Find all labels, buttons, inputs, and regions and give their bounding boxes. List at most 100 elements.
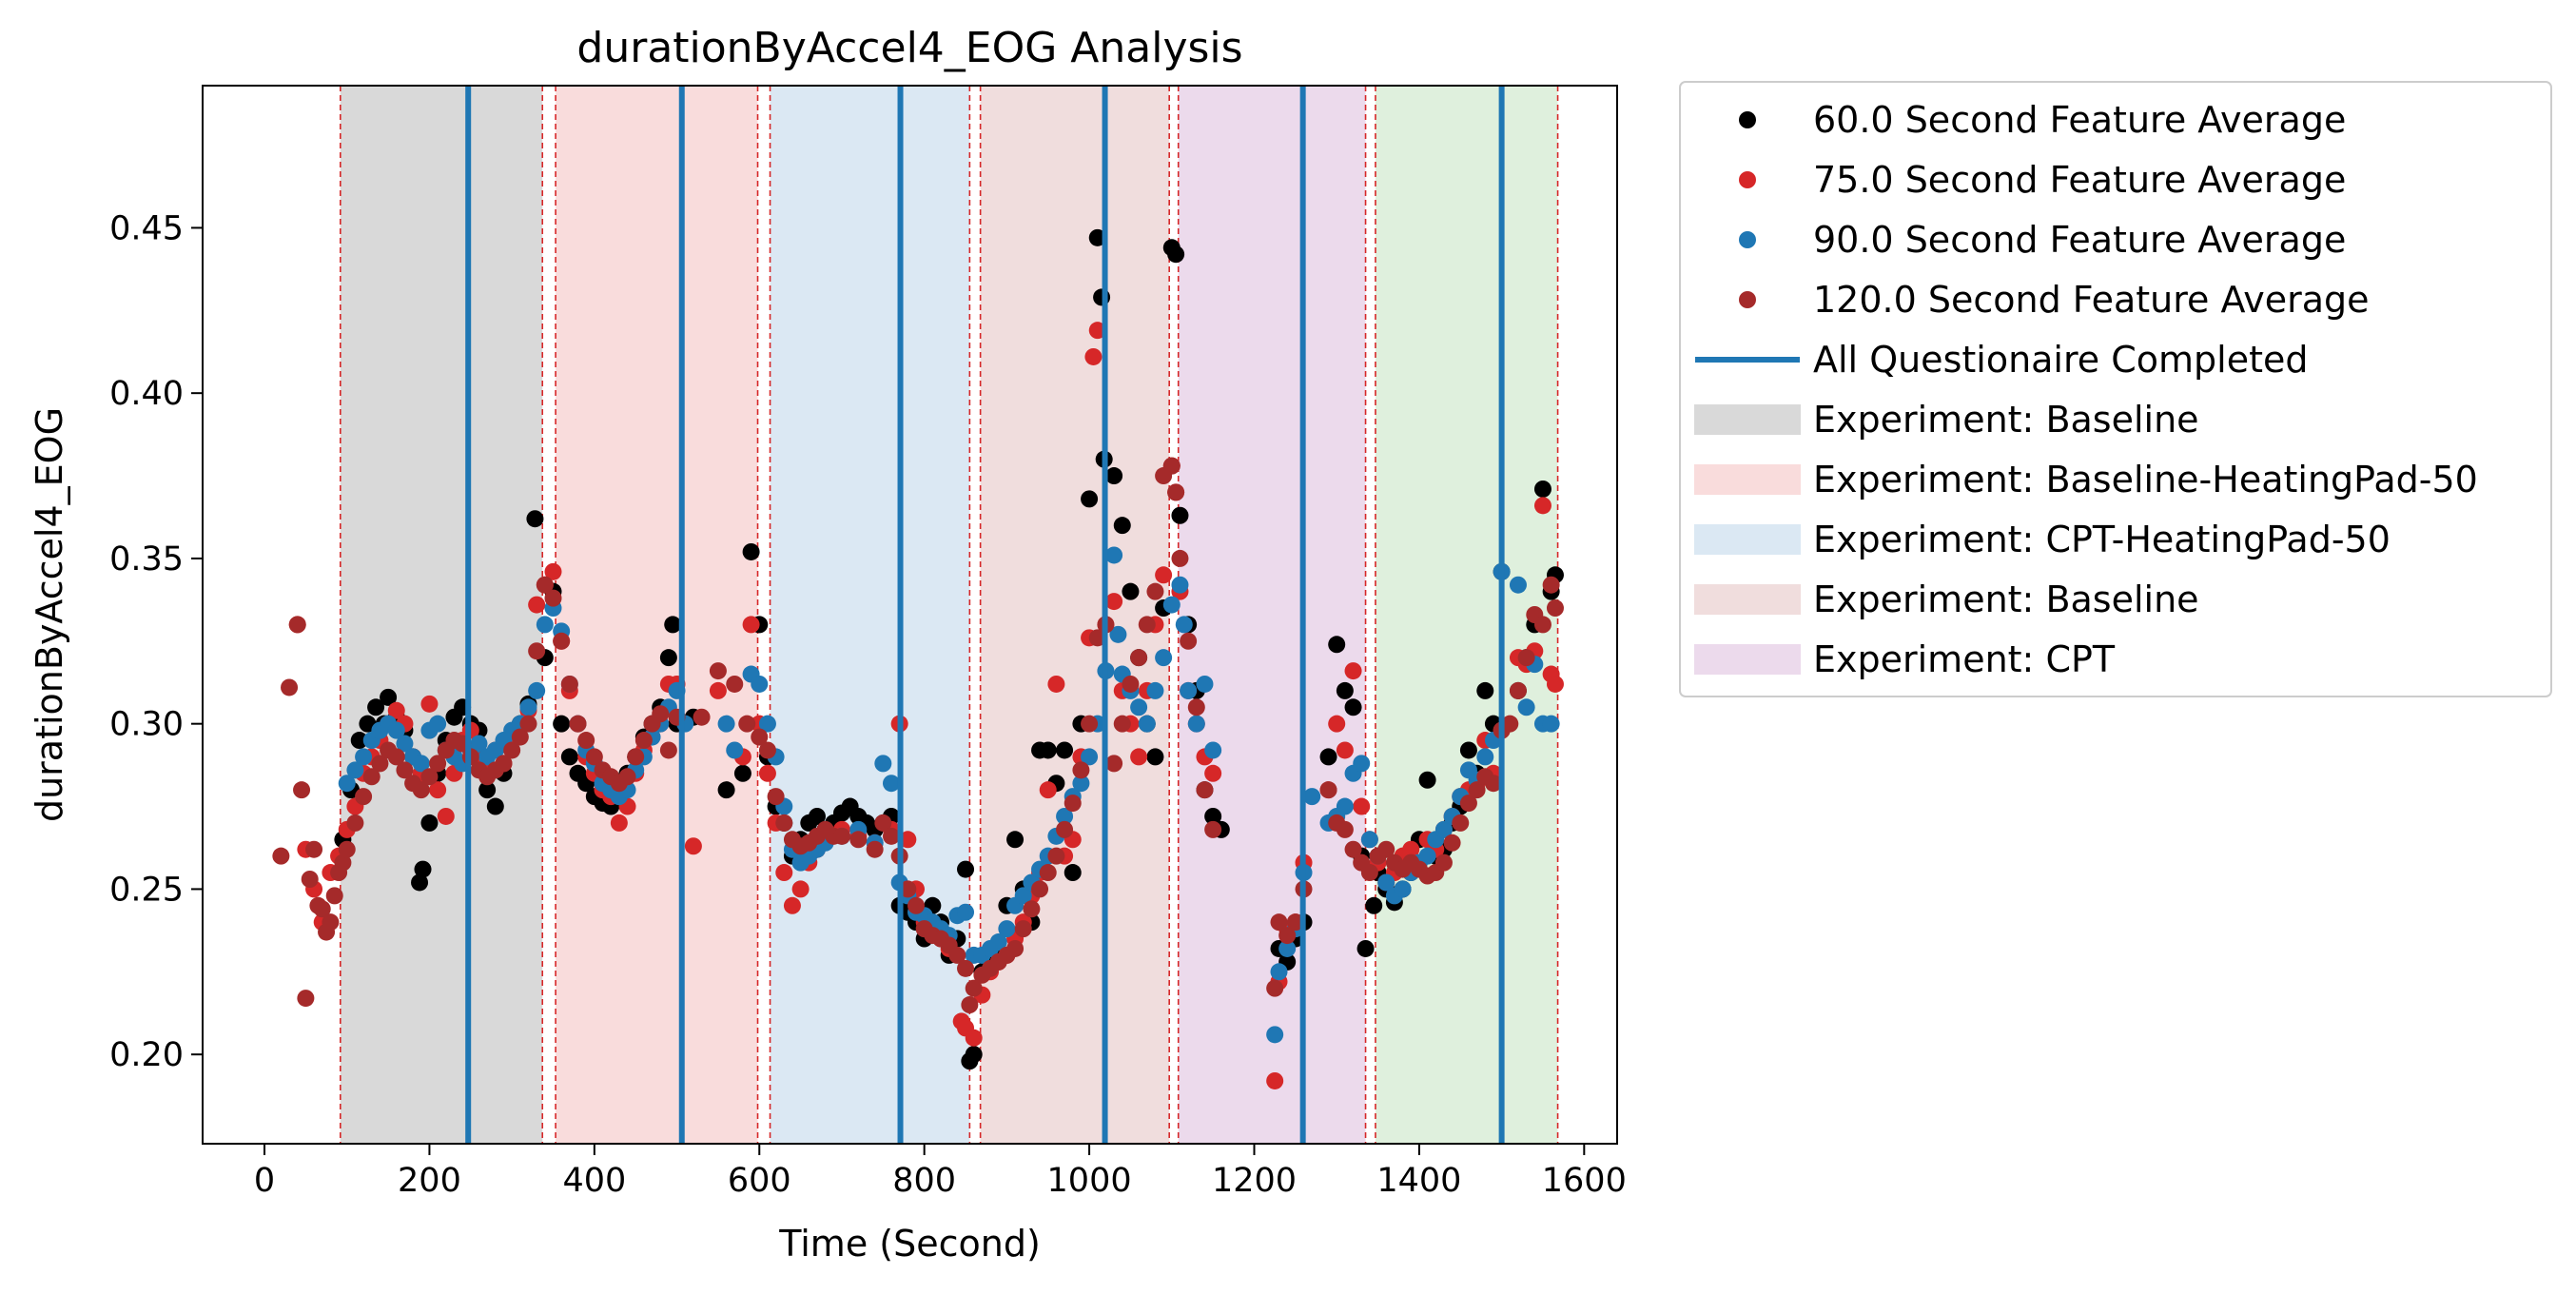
point-s2-22 (519, 698, 537, 716)
point-s3-95 (1056, 820, 1074, 838)
point-s3-15 (346, 814, 364, 832)
point-s3-20 (387, 748, 405, 766)
point-s3-2 (288, 616, 306, 634)
point-s3-106 (1146, 582, 1164, 600)
point-s1-81 (1047, 675, 1065, 693)
point-s3-13 (334, 854, 352, 872)
point-s3-146 (1533, 616, 1551, 634)
legend-marker-1 (1739, 171, 1756, 188)
point-s1-46 (709, 681, 727, 699)
point-s3-34 (503, 741, 521, 759)
legend-item-8: Experiment: Baseline (1694, 579, 2199, 620)
point-s3-35 (511, 728, 529, 746)
point-s2-58 (882, 775, 900, 793)
experiment-region-2 (770, 86, 970, 1144)
point-s3-82 (957, 959, 975, 977)
point-s3-49 (627, 748, 645, 766)
point-s3-105 (1138, 616, 1156, 634)
point-s2-9 (412, 755, 430, 773)
x-tick-label-7: 1400 (1376, 1162, 1461, 1200)
point-s3-140 (1484, 775, 1502, 793)
point-s2-102 (1278, 939, 1297, 957)
point-s3-50 (634, 732, 653, 750)
legend-patch-5 (1694, 404, 1801, 435)
experiment-region-1 (556, 86, 758, 1144)
point-s2-100 (1266, 1026, 1284, 1044)
point-s2-90 (1138, 715, 1156, 733)
point-s0-6 (380, 688, 398, 706)
point-s2-89 (1130, 698, 1148, 716)
point-s3-125 (1360, 864, 1378, 882)
point-s2-93 (1162, 596, 1181, 614)
point-s2-46 (758, 715, 776, 733)
point-s0-90 (1088, 228, 1106, 246)
point-s3-39 (544, 589, 562, 607)
point-s1-112 (1353, 797, 1371, 815)
point-s2-92 (1155, 649, 1173, 667)
point-s3-135 (1443, 834, 1461, 852)
point-s3-5 (301, 871, 319, 888)
point-s2-72 (998, 920, 1016, 938)
legend-item-5: Experiment: Baseline (1694, 399, 2199, 441)
point-s0-94 (1113, 517, 1131, 535)
point-s3-48 (618, 768, 636, 786)
legend-item-7: Experiment: CPT-HeatingPad-50 (1694, 519, 2391, 560)
point-s1-48 (742, 616, 760, 634)
point-s3-36 (519, 715, 537, 733)
legend-label-2: 90.0 Second Feature Average (1813, 219, 2346, 261)
x-axis-title: Time (Second) (778, 1223, 1041, 1265)
point-s3-136 (1452, 814, 1470, 832)
point-s3-25 (429, 755, 447, 773)
point-s0-87 (1064, 864, 1082, 882)
x-tick-label-5: 1000 (1047, 1162, 1132, 1200)
point-s3-109 (1167, 483, 1185, 501)
point-s3-92 (1031, 880, 1049, 898)
legend-patch-9 (1694, 644, 1801, 675)
legend-item-3: 120.0 Second Feature Average (1739, 279, 2370, 321)
point-s0-130 (1459, 741, 1477, 759)
point-s0-113 (1328, 636, 1346, 654)
point-s2-45 (751, 675, 769, 693)
point-s1-89 (1105, 593, 1123, 611)
chart-title: durationByAccel4_EOG Analysis (576, 24, 1242, 72)
point-s0-138 (1533, 480, 1551, 498)
point-s3-93 (1039, 864, 1057, 882)
point-s2-6 (387, 721, 405, 739)
point-s0-106 (1204, 807, 1222, 825)
experiment-region-3 (980, 86, 1170, 1144)
point-s2-11 (429, 715, 447, 733)
point-s3-122 (1336, 820, 1354, 838)
legend-item-1: 75.0 Second Feature Average (1739, 159, 2346, 201)
point-s2-2 (355, 748, 373, 766)
legend: 60.0 Second Feature Average 75.0 Second F… (1679, 81, 2552, 697)
point-s3-60 (758, 741, 776, 759)
point-s3-53 (659, 741, 677, 759)
point-s1-16 (420, 695, 439, 713)
legend-label-4: All Questionaire Completed (1813, 339, 2309, 381)
point-s0-41 (659, 649, 677, 667)
point-s2-101 (1270, 963, 1288, 981)
point-s3-108 (1162, 457, 1181, 475)
point-s3-18 (371, 755, 389, 773)
point-s0-12 (420, 814, 439, 832)
legend-frame (1679, 81, 2552, 697)
point-s2-0 (338, 775, 356, 793)
point-s0-102 (1171, 506, 1189, 524)
point-s0-20 (486, 797, 504, 815)
point-s3-57 (726, 675, 744, 693)
point-s1-50 (758, 764, 776, 782)
point-s0-95 (1122, 582, 1140, 600)
legend-item-9: Experiment: CPT (1694, 638, 2116, 680)
point-s3-110 (1171, 549, 1189, 567)
point-s2-95 (1175, 616, 1193, 634)
point-s0-19 (478, 781, 497, 799)
legend-item-4: All Questionaire Completed (1695, 339, 2309, 381)
plot-frame (202, 85, 1618, 1145)
point-s3-16 (355, 788, 373, 806)
point-s3-101 (1105, 755, 1123, 773)
point-s3-118 (1286, 913, 1304, 932)
point-s2-94 (1171, 576, 1189, 594)
point-s3-104 (1130, 649, 1148, 667)
point-s3-111 (1180, 632, 1198, 650)
